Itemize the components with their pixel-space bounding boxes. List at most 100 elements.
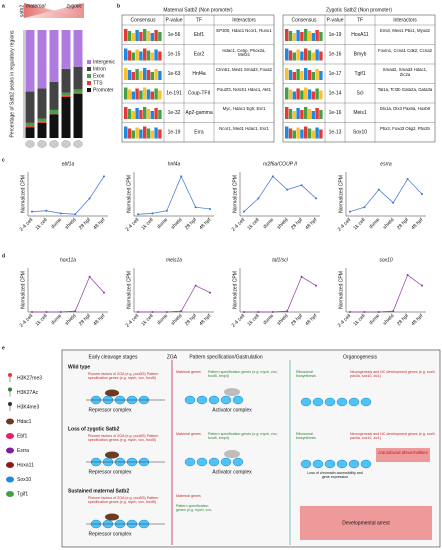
table-title: Zygotic Satb2 (Non promoter) [326,7,392,13]
motif-logo [315,88,319,100]
legend-swatch [87,88,91,92]
point [74,310,77,313]
x-tick-label: 2-4 cell [337,313,353,329]
motif-logo [304,107,308,119]
motif-logo [315,49,319,61]
tf-name: Bmyb [354,52,367,58]
bar-segment [49,109,59,114]
point [300,184,303,187]
tf-name: HoxA11 [351,32,369,38]
x-tick-label: 2-4 cell [337,217,353,233]
axes [345,172,426,217]
bar-segment [25,122,35,127]
gene-note-box: Maternal genes [176,370,201,374]
table-header: TF [196,17,202,23]
bar-segment [49,30,59,82]
x-tick-label: dome [156,313,169,326]
tf-name: Meis1 [353,110,367,116]
legend-swatch [87,74,91,78]
outcome: Developmental arrest [342,520,390,526]
motif-logo [158,51,162,61]
motif-logo [319,32,323,41]
motif-logo [311,72,315,80]
point [74,213,77,216]
x-tick-label: 28 hpf [78,313,93,328]
motif-logo [158,90,162,100]
interactors: Myc, Hdac1 Egfr, Esr1 [222,107,266,111]
point [286,310,289,313]
gene-note-box: Ribosomal biosynthesis [296,432,316,440]
motif-logo [146,128,151,139]
chart-title: hnf4a [168,161,181,167]
motif-logo [146,50,151,61]
interactors: Smad2, Smad3 Hdac1, Zic2a [382,68,428,77]
motif-logo [150,111,154,119]
x-tick-label: 28 hpf [78,217,93,232]
motif-logo [285,29,289,41]
point [59,212,62,215]
nucleosome [208,457,220,467]
gene-note-box: Neurogenesis and NC development genes (e… [350,370,436,378]
motif-logo [150,52,154,61]
chart-title: ebf1a [62,161,75,167]
point [271,175,274,178]
motif-logo [127,89,132,100]
tf-name: Erra [194,130,204,136]
x-tick-label: 2-4 cell [19,217,35,233]
interactors: Hdac1, Cebp, Phox2a, Mef2c [222,48,266,58]
pin-head [8,373,12,377]
x-tick-label: shield [64,313,78,327]
nucleosome [312,397,324,407]
axes [345,268,426,313]
x-tick-label: 48 hpf [198,313,213,328]
p-value: 1e-16 [329,110,342,116]
p-value: 1e-15 [168,52,181,58]
nucleosome [196,395,208,405]
stage-header: ZGA [167,354,178,360]
bar-segment [25,127,35,138]
p-value: 1e-63 [168,71,181,77]
line [137,175,211,215]
outcome-box: Loss of chromatin accessibility and gene… [307,471,363,479]
motif-logo [307,31,312,41]
motif-logo [319,90,323,100]
complex-label: Repressor complex [88,407,132,413]
x-tick-label: shield [382,217,396,231]
x-tick-label: dome [50,313,63,326]
bar-segment [61,68,71,93]
motif-logo [139,129,143,139]
interactors-box: EP300, Hdac1 Ncor1, Runx1 [216,29,271,33]
bar-segment [37,121,47,123]
y-axis-label: Normalized CPM [232,271,238,309]
x-tick-label: 2-4 cell [125,217,141,233]
line [244,276,317,313]
point [349,311,351,313]
motif-logo [285,68,289,80]
table-header: TF [357,17,363,23]
table-frame [282,14,436,143]
chart-title: tal1/scl [272,257,288,263]
point [137,311,139,313]
x-tick-label: 28 hpf [396,217,411,232]
y-axis-label: Normalized CPM [126,175,132,213]
stage-header: Early cleavage stages [89,354,138,360]
point [257,311,260,313]
chart-title: sox10 [379,257,393,263]
gene-note-box: Pioneer factors of ZGA (e.g. pou5f3) Pat… [88,372,158,380]
motif-logo [158,110,162,119]
repressor [105,513,119,521]
point [286,188,289,191]
y-axis-label: Normalized CPM [338,175,344,213]
motif-logo [124,68,128,80]
x-tick-label: 2-4 cell [125,313,141,329]
gene-note: Maternal genes [176,432,201,436]
legend-label: H3K4me3 [17,404,39,410]
gene-note-box: Neurogenesis and NC development genes (e… [350,432,436,440]
point [243,311,245,313]
stage-header: Organogenesis [343,354,377,360]
motif-logo [139,51,143,61]
table-header: P-value [166,17,183,23]
p-value: 1e-191 [166,91,182,97]
line [32,276,105,313]
point [315,284,317,287]
